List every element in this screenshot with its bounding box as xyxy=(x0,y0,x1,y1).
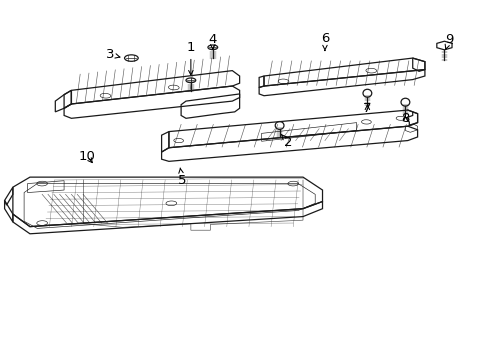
Text: 7: 7 xyxy=(363,103,371,116)
Text: 4: 4 xyxy=(208,32,217,49)
Text: 5: 5 xyxy=(178,168,186,186)
Text: 6: 6 xyxy=(320,32,328,50)
Text: 9: 9 xyxy=(444,32,452,49)
Text: 8: 8 xyxy=(400,112,409,125)
Text: 2: 2 xyxy=(281,134,292,149)
Text: 1: 1 xyxy=(186,41,195,75)
Text: 10: 10 xyxy=(79,150,96,163)
Text: 3: 3 xyxy=(105,48,120,61)
